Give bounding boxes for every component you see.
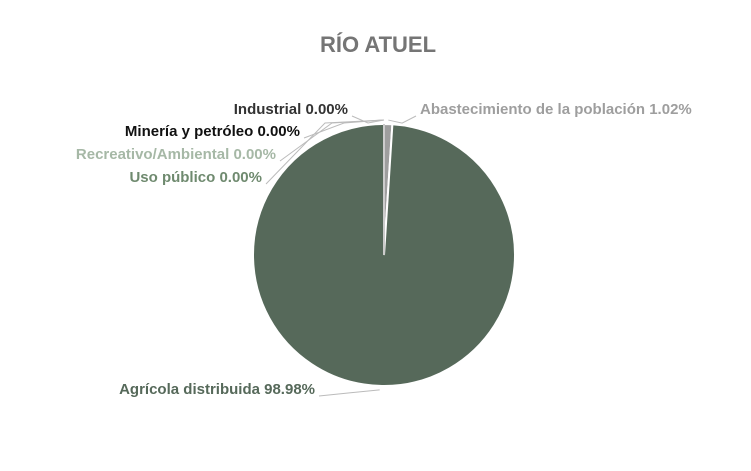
slice-label: Recreativo/Ambiental 0.00%: [76, 146, 276, 163]
slice-name: Agrícola distribuida: [119, 381, 261, 398]
leader-line: [303, 119, 385, 139]
slice-label: Agrícola distribuida 98.98%: [119, 381, 315, 398]
slice-value: 1.02%: [649, 101, 692, 118]
slice-label: Minería y petróleo 0.00%: [125, 123, 300, 140]
slice-name: Industrial: [234, 101, 302, 118]
slice-label: Industrial 0.00%: [234, 101, 348, 118]
slice-label: Abastecimiento de la población 1.02%: [420, 101, 692, 118]
chart-title: RÍO ATUEL: [320, 32, 436, 57]
slice-name: Minería y petróleo: [125, 123, 253, 140]
slice-value: 0.00%: [233, 146, 276, 163]
slice-value: 0.00%: [257, 123, 300, 140]
slice-label: Uso público 0.00%: [129, 169, 262, 186]
slice-name: Abastecimiento de la población: [420, 101, 645, 118]
slice-value: 0.00%: [219, 169, 262, 186]
slice-value: 98.98%: [264, 381, 315, 398]
slice-value: 0.00%: [305, 101, 348, 118]
leader-line: [318, 389, 380, 397]
leader-line: [388, 115, 417, 124]
slice-name: Uso público: [129, 169, 215, 186]
slice-name: Recreativo/Ambiental: [76, 146, 229, 163]
leader-line: [351, 115, 385, 124]
